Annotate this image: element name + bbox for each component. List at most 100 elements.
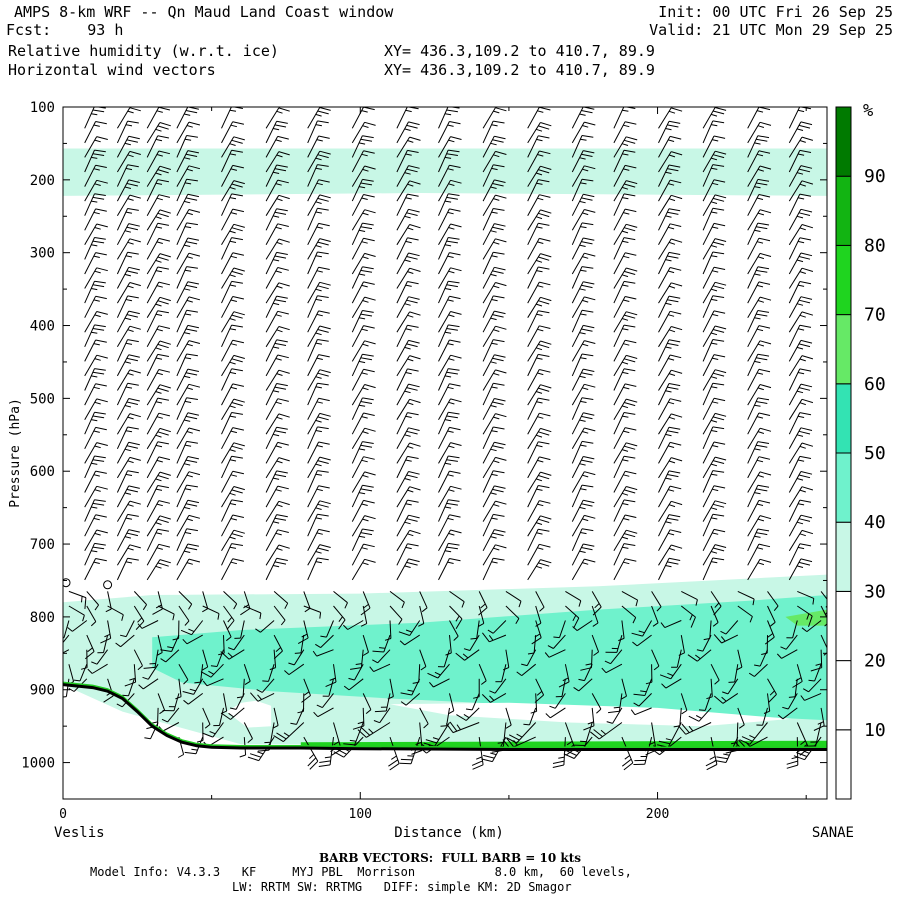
colorbar-segment [835, 314, 852, 385]
wind-barb [142, 663, 159, 680]
wind-barb [763, 693, 771, 714]
wind-barb [146, 150, 171, 173]
wind-barb [221, 499, 243, 522]
wind-barb [788, 455, 812, 479]
wind-barb [438, 295, 461, 318]
wind-barb [780, 634, 798, 650]
wind-barb [565, 590, 582, 607]
wind-barb [747, 121, 772, 144]
wind-barb [351, 325, 375, 348]
wind-barb [571, 135, 594, 158]
wind-barb [788, 442, 814, 464]
wind-barb [788, 678, 798, 698]
y-tick-label: 900 [30, 683, 55, 699]
wind-barb [228, 634, 245, 651]
wind-barb [658, 383, 681, 406]
wind-barb [677, 722, 712, 735]
wind-barb [571, 514, 596, 537]
wind-barb [176, 252, 201, 275]
wind-barb [739, 722, 768, 745]
wind-barb [702, 485, 726, 508]
wind-barb [176, 558, 201, 581]
wind-barb [351, 471, 376, 493]
wind-barb [396, 471, 420, 493]
colorbar-label: 90 [864, 166, 886, 187]
wind-barb [178, 591, 193, 610]
wind-barb [313, 707, 334, 718]
wind-barb [146, 135, 169, 158]
wind-barb [527, 266, 550, 289]
wind-barb [351, 194, 375, 216]
wind-barb [482, 544, 507, 566]
wind-barb [221, 208, 245, 231]
wind-barb [183, 693, 203, 705]
wind-barb [146, 427, 171, 450]
wind-barb [747, 412, 771, 435]
wind-barb [748, 663, 768, 677]
wind-barb [747, 499, 771, 522]
wind-barb [482, 208, 505, 231]
wind-barb [116, 470, 139, 493]
wind-barb [613, 543, 636, 566]
wind-barb [84, 411, 106, 435]
wind-barb [613, 296, 637, 318]
wind-barb [307, 339, 329, 362]
wind-barb [756, 707, 768, 726]
wind-barb [613, 193, 636, 216]
wind-barb [84, 121, 107, 144]
wind-barb [747, 528, 770, 552]
wind-barb [84, 179, 108, 202]
wind-barb [613, 121, 637, 144]
wind-barb [221, 543, 243, 566]
wind-barb [702, 456, 727, 479]
wind-barb [351, 266, 374, 289]
wind-barb [146, 107, 171, 129]
wind-barb [303, 591, 311, 613]
wind-barb [116, 266, 140, 289]
wind-barb [571, 222, 594, 246]
wind-barb [351, 150, 375, 173]
wind-barb [351, 237, 375, 260]
wind-barb [613, 164, 637, 187]
wind-barb [702, 179, 726, 202]
wind-barb [658, 151, 683, 173]
wind-barb [747, 150, 771, 173]
wind-barb [146, 179, 169, 202]
wind-barb [273, 605, 286, 626]
wind-barb [438, 179, 462, 202]
wind-barb [84, 383, 107, 406]
wind-barb [613, 136, 638, 158]
wind-barb [202, 591, 209, 613]
wind-barb [176, 340, 201, 362]
wind-barb [351, 222, 374, 246]
wind-barb [221, 412, 243, 435]
wind-barb [221, 354, 245, 377]
wind-barb [571, 121, 596, 144]
wind-barb [516, 663, 537, 677]
wind-barb [303, 605, 322, 619]
wind-barb [747, 427, 772, 450]
wind-barb [527, 515, 552, 537]
wind-barb [702, 251, 725, 275]
y-tick-label: 1000 [21, 756, 55, 772]
wind-barb [747, 222, 770, 246]
wind-barb [527, 281, 551, 304]
wind-barb [438, 426, 461, 450]
wind-barb [396, 339, 420, 362]
wind-barb [613, 383, 637, 406]
wind-barb [788, 224, 814, 246]
wind-barb [658, 295, 681, 318]
wind-barb [658, 339, 681, 362]
wind-barb [527, 397, 550, 420]
wind-barb [788, 180, 814, 202]
wind-barb [702, 325, 727, 348]
wind-barb [396, 529, 421, 552]
wind-barb [116, 150, 141, 173]
valid-time: Valid: 21 UTC Mon 29 Sep 25 [649, 21, 893, 39]
wind-barb [591, 634, 600, 656]
wind-barb [463, 634, 480, 651]
wind-barb [146, 340, 171, 362]
wind-barb [400, 678, 421, 696]
wind-barb [351, 209, 376, 231]
